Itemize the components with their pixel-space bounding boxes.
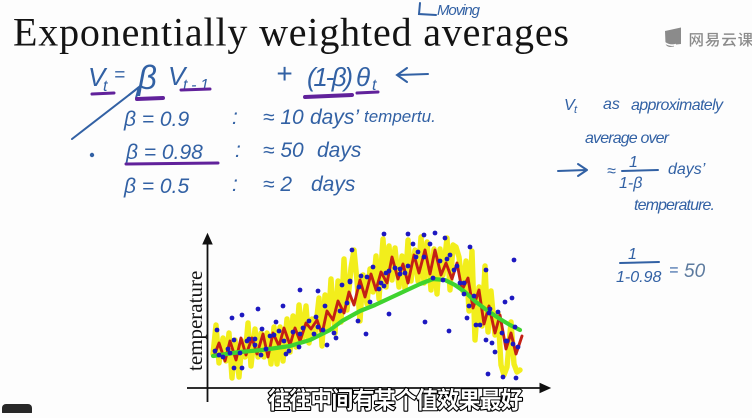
- svg-text:tempertu.: tempertu.: [364, 107, 436, 126]
- svg-text:≈ 2: ≈ 2: [263, 173, 292, 196]
- svg-text:t: t: [372, 77, 377, 94]
- svg-text:Exponentially weighted average: Exponentially weighted averages: [13, 10, 569, 55]
- svg-text:=: =: [114, 65, 125, 86]
- svg-text:temperature: temperature: [183, 271, 207, 371]
- svg-text:+: +: [276, 58, 292, 89]
- svg-text:days’: days’: [310, 106, 359, 129]
- svg-text:t-1: t-1: [183, 77, 209, 94]
- svg-text:V: V: [564, 97, 576, 114]
- svg-text:≈ 10: ≈ 10: [263, 106, 304, 129]
- svg-text:days’: days’: [668, 161, 706, 178]
- svg-text:β = 0.98: β = 0.98: [125, 141, 203, 164]
- svg-text:days: days: [311, 173, 356, 196]
- svg-text:≈ 50: ≈ 50: [263, 139, 304, 162]
- svg-text:Moving: Moving: [437, 2, 481, 19]
- svg-text:1: 1: [628, 246, 637, 263]
- svg-text:(1-β): (1-β): [307, 62, 353, 92]
- svg-text::: :: [235, 139, 241, 162]
- svg-text:=: =: [669, 262, 678, 279]
- svg-text:V: V: [168, 61, 188, 91]
- svg-text:≈: ≈: [607, 163, 616, 180]
- svg-text::: :: [232, 173, 238, 196]
- svg-text:t: t: [103, 78, 108, 95]
- svg-text:β = 0.9: β = 0.9: [123, 108, 189, 131]
- svg-text:50: 50: [684, 261, 706, 282]
- svg-text:β = 0.5: β = 0.5: [123, 175, 189, 198]
- svg-text:1-β: 1-β: [619, 175, 642, 192]
- svg-text:as: as: [603, 96, 620, 113]
- svg-text:1-0.98: 1-0.98: [616, 269, 661, 286]
- svg-text:V: V: [88, 62, 108, 92]
- svg-text:days: days: [317, 139, 362, 162]
- svg-text:β: β: [137, 59, 157, 96]
- svg-text:1: 1: [629, 154, 638, 171]
- svg-text:temperature.: temperature.: [634, 197, 715, 214]
- svg-text:average over: average over: [585, 130, 670, 147]
- svg-text:θ: θ: [356, 62, 370, 92]
- svg-text:t: t: [574, 104, 578, 116]
- svg-text::: :: [232, 106, 238, 129]
- svg-text:approximately: approximately: [631, 97, 724, 114]
